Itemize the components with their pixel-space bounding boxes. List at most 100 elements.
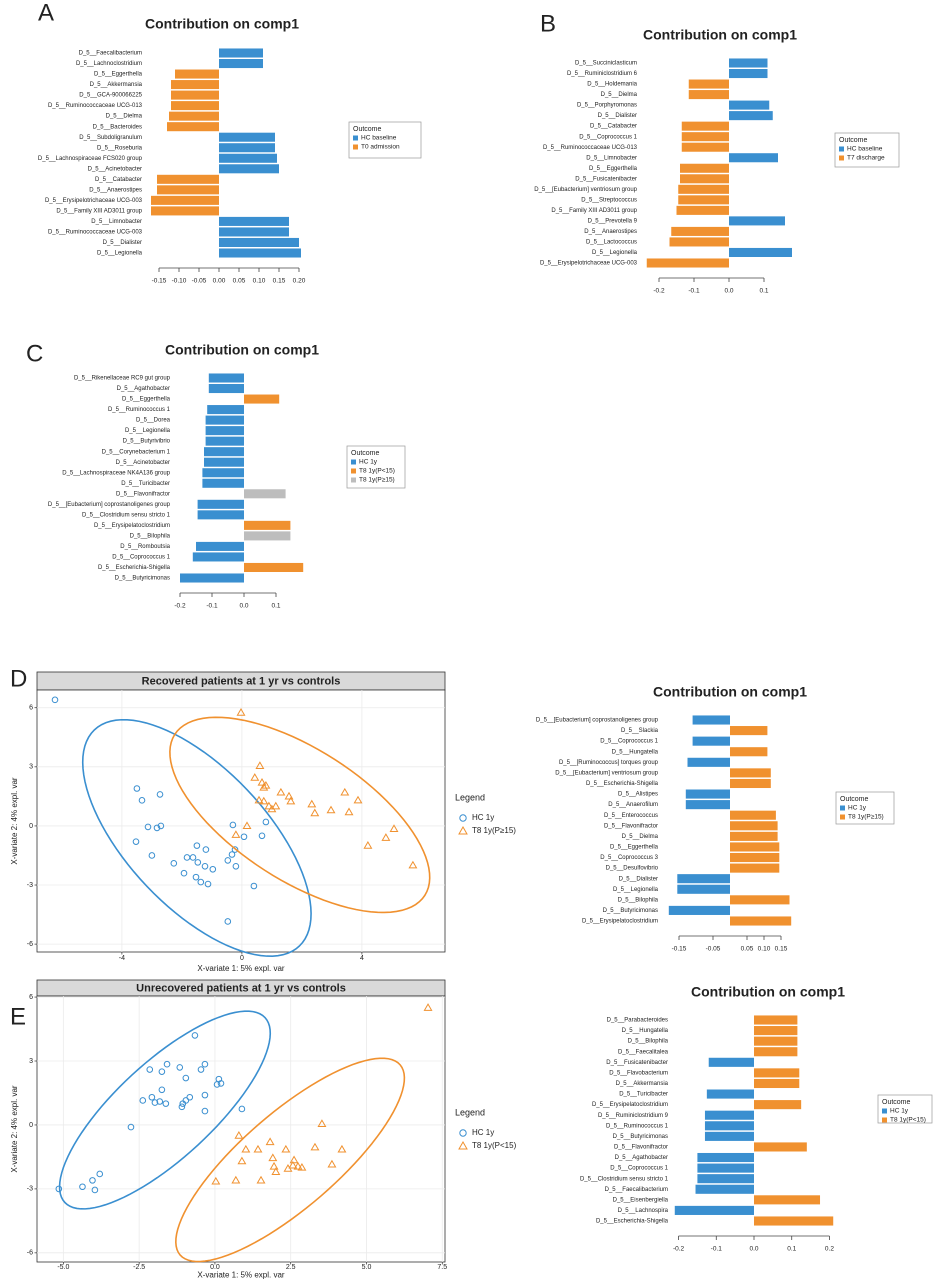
legend-swatch	[351, 477, 356, 483]
category-label: D_5__[Ruminococcus] torques group	[559, 760, 659, 766]
x-tick-label: 0.20	[293, 278, 306, 285]
x-tick-label: -4	[119, 955, 125, 962]
category-label: D_5__Anaerostipes	[89, 187, 142, 193]
bar	[730, 916, 792, 926]
bar	[157, 185, 219, 195]
point	[217, 1080, 225, 1087]
x-tick-label: 0.10	[758, 946, 771, 953]
x-tick-label: -5.0	[57, 1264, 69, 1271]
point	[202, 846, 210, 853]
point	[91, 1186, 99, 1194]
category-label: D_5__Erysipelotrichaceae UCG-003	[540, 261, 638, 267]
category-label: D_5__Bilophila	[618, 897, 659, 903]
point	[231, 830, 241, 838]
bar	[708, 1057, 754, 1067]
category-label: D_5__Alistipes	[618, 792, 658, 798]
point	[146, 1066, 154, 1073]
legend-box	[348, 121, 422, 159]
bar	[219, 143, 275, 153]
legend-label: HC baseline	[361, 135, 397, 142]
legend-label: HC 1y	[472, 1128, 494, 1137]
bar	[169, 111, 219, 121]
category-label: D_5__Legionella	[592, 250, 638, 256]
category-label: D_5__Enterococcus	[604, 813, 658, 819]
category-label: D_5__Flavonifractor	[614, 1145, 668, 1151]
point	[151, 1099, 159, 1106]
point	[228, 851, 236, 858]
legend-symbol	[459, 1129, 467, 1137]
point	[139, 1097, 147, 1104]
legend-box	[835, 791, 895, 825]
bar	[219, 132, 275, 142]
point	[229, 821, 237, 829]
bar	[688, 79, 729, 89]
bar	[197, 510, 244, 520]
category-label: D_5__Rikenellaceae RC9 gut group	[74, 376, 171, 382]
confidence-ellipse	[169, 716, 431, 914]
x-tick-label: -0.15	[152, 278, 167, 285]
bar	[151, 195, 219, 205]
legend-label: HC 1y	[848, 805, 867, 812]
category-label: D_5__Eggerthella	[94, 72, 143, 78]
legend-swatch	[839, 146, 844, 152]
bar	[219, 237, 299, 247]
point	[256, 1175, 266, 1184]
point	[240, 833, 248, 841]
point	[255, 761, 265, 769]
point	[257, 777, 267, 786]
x-tick-label: 0.1	[787, 1246, 796, 1253]
bar	[692, 715, 730, 725]
legend-symbol	[458, 1140, 468, 1150]
category-label: D_5__Acinetobacter	[116, 460, 170, 466]
x-tick-label: 0.0	[239, 603, 248, 610]
category-label: D_5__Erysipelatoclostridium	[582, 919, 658, 925]
x-tick-label: -0.15	[672, 946, 687, 953]
bar	[704, 1131, 754, 1141]
point	[234, 1131, 244, 1139]
category-label: D_5__Dielma	[601, 92, 638, 98]
point	[259, 782, 269, 791]
category-label: D_5__Romboutsia	[120, 544, 170, 550]
category-label: D_5__Lachnospiraceae NK4A136 group	[62, 470, 170, 476]
category-label: D_5__Turicibacter	[619, 1092, 668, 1098]
x-tick-label: 0.1	[759, 288, 768, 295]
bar	[729, 216, 785, 226]
category-label: D_5__Eggerthella	[589, 166, 638, 172]
category-label: D_5__[Eubacterium] ventriosum group	[555, 770, 658, 776]
point	[284, 791, 294, 800]
bar	[754, 1100, 802, 1110]
bar	[219, 216, 289, 226]
point	[193, 842, 201, 849]
confidence-ellipse	[81, 718, 312, 957]
x-tick-label: -0.2	[673, 1246, 685, 1253]
point	[297, 1162, 307, 1171]
category-label: D_5__Dialister	[598, 113, 637, 119]
category-label: D_5__Butyricimonas	[115, 576, 170, 582]
point	[158, 1068, 166, 1075]
x-tick-label: 0.0	[210, 1264, 220, 1271]
plot-area	[36, 689, 446, 953]
category-label: D_5__Family XIII AD3011 group	[56, 208, 142, 214]
point	[310, 808, 320, 817]
point	[317, 1119, 327, 1127]
bar	[754, 1047, 798, 1057]
bar	[754, 1216, 834, 1226]
category-label: D_5__Acinetobacter	[88, 166, 142, 172]
confidence-ellipse	[58, 1010, 272, 1210]
category-label: D_5__Family XIII AD3011 group	[551, 208, 637, 214]
bar	[171, 90, 219, 100]
category-label: D_5__Legionella	[125, 428, 171, 434]
point	[209, 865, 217, 873]
panel-letter: C	[26, 340, 43, 367]
bar	[197, 499, 244, 509]
point	[224, 918, 232, 925]
point	[213, 1081, 221, 1088]
x-axis-label: X-variate 1: 5% expl. var	[197, 1271, 284, 1280]
category-label: D_5__[Eubacterium] coprostanoligenes gro…	[536, 718, 659, 724]
y-tick-label: 3	[29, 764, 33, 771]
bar	[208, 384, 244, 394]
legend-label: T8 1y(P<15)	[890, 1117, 926, 1124]
bar	[754, 1078, 800, 1089]
bar	[729, 69, 768, 79]
category-label: D_5__Ruminococcus 1	[108, 407, 171, 413]
